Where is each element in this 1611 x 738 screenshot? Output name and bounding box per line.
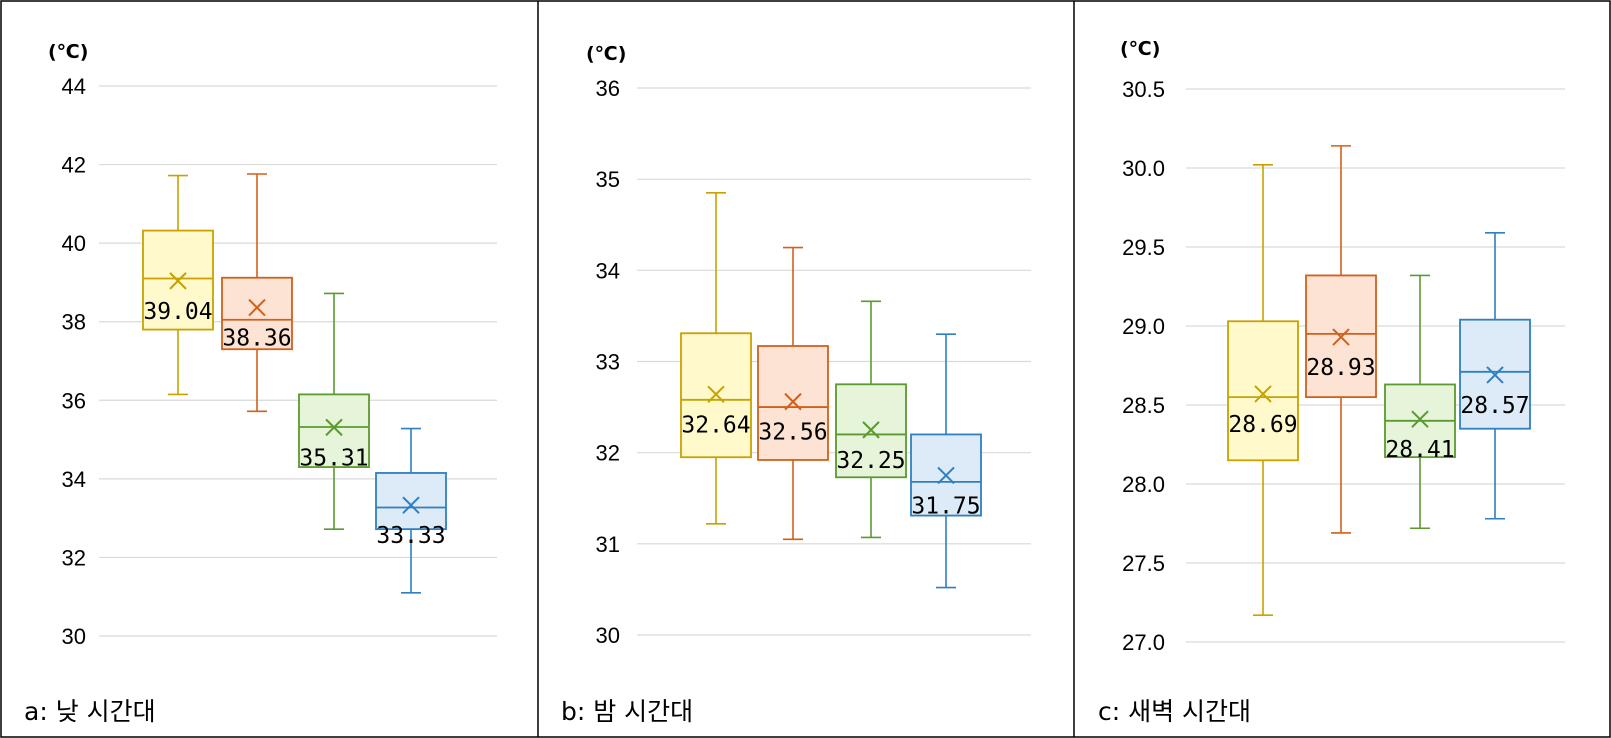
y-tick-label: 30.0 <box>1122 156 1165 181</box>
panel-title: b: 밤 시간대 <box>561 697 693 726</box>
y-tick-label: 29.5 <box>1122 235 1165 260</box>
y-tick-label: 28.5 <box>1122 393 1165 418</box>
box-blue: 31.75 <box>910 333 982 589</box>
y-tick-label: 33 <box>596 350 620 375</box>
data-label: 38.36 <box>222 326 291 352</box>
iqr-box <box>298 393 370 468</box>
mean-marker <box>169 272 187 290</box>
y-tick-label: 30.5 <box>1122 77 1165 102</box>
y-axis-unit: (℃) <box>586 43 626 65</box>
data-label: 32.64 <box>681 412 750 438</box>
data-label: 31.75 <box>911 493 980 519</box>
y-tick-label: 38 <box>62 310 86 335</box>
y-tick-label: 32 <box>596 441 620 466</box>
iqr-box <box>1227 320 1299 462</box>
box-orange: 28.93 <box>1305 145 1377 534</box>
y-tick-label: 35 <box>596 167 620 192</box>
data-label: 33.33 <box>376 523 445 549</box>
y-tick-label: 27.0 <box>1122 630 1165 655</box>
y-axis-unit: (℃) <box>48 41 88 63</box>
y-tick-label: 32 <box>62 545 86 570</box>
mean-marker <box>937 466 955 485</box>
y-tick-label: 31 <box>596 532 620 557</box>
y-tick-label: 27.5 <box>1122 551 1165 576</box>
data-label: 28.93 <box>1306 355 1375 381</box>
mean-marker <box>248 298 266 317</box>
data-label: 32.56 <box>758 420 827 446</box>
y-tick-label: 36 <box>62 388 86 413</box>
mean-marker <box>402 496 420 514</box>
mean-marker <box>1332 328 1350 346</box>
box-gold: 32.64 <box>680 192 752 525</box>
box-blue: 33.33 <box>375 427 447 594</box>
data-label: 35.31 <box>299 445 368 471</box>
iqr-box <box>375 472 447 531</box>
panel-title: c: 새벽 시간대 <box>1098 697 1251 726</box>
panel-a: 30 32 34 36 38 40 42 44 (℃) 39.04 38.36 35.31 33.33 a… <box>24 41 497 726</box>
mean-marker <box>1486 366 1504 384</box>
y-tick-label: 44 <box>62 74 86 99</box>
y-tick-label: 34 <box>62 467 86 492</box>
y-tick-label: 28.0 <box>1122 472 1165 497</box>
mean-marker <box>1254 385 1272 403</box>
mean-marker <box>862 421 880 439</box>
box-orange: 38.36 <box>221 173 293 413</box>
y-tick-label: 30 <box>596 623 620 648</box>
mean-marker <box>784 392 802 411</box>
data-label: 39.04 <box>143 299 212 325</box>
box-gold: 39.04 <box>142 174 214 396</box>
y-tick-label: 34 <box>596 258 620 283</box>
y-tick-label: 30 <box>62 624 86 649</box>
box-green: 32.25 <box>835 300 907 539</box>
panel-c: 27.0 27.5 28.0 28.5 29.0 29.5 30.0 30.5 (℃) 28.69… <box>1098 38 1565 726</box>
y-tick-label: 40 <box>62 231 86 256</box>
y-tick-label: 36 <box>596 76 620 101</box>
panel-title: a: 낮 시간대 <box>24 697 156 726</box>
box-orange: 32.56 <box>757 246 829 541</box>
data-label: 28.41 <box>1385 437 1454 463</box>
box-blue: 28.57 <box>1459 231 1531 520</box>
mean-marker <box>1411 410 1429 428</box>
y-axis-unit: (℃) <box>1120 38 1160 60</box>
box-gold: 28.69 <box>1227 164 1299 616</box>
mean-marker <box>325 418 343 437</box>
data-label: 28.57 <box>1460 393 1529 419</box>
y-tick-label: 29.0 <box>1122 314 1165 339</box>
data-label: 28.69 <box>1228 412 1297 438</box>
box-green: 35.31 <box>298 292 370 530</box>
data-label: 32.25 <box>836 448 905 474</box>
iqr-box <box>221 276 293 351</box>
mean-marker <box>707 385 725 404</box>
y-tick-label: 42 <box>62 153 86 178</box>
box-green: 28.41 <box>1384 274 1456 530</box>
